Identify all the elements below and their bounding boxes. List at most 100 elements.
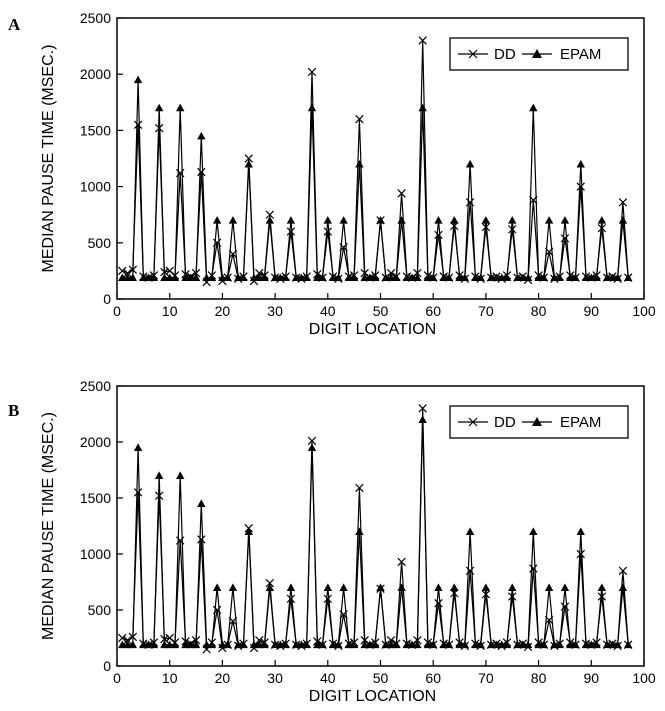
data-point-epam — [165, 273, 174, 282]
data-point-epam — [276, 273, 285, 282]
x-tick-label: 20 — [215, 670, 231, 686]
data-point-epam — [471, 640, 480, 649]
data-point-dd — [418, 36, 427, 45]
data-point-dd — [118, 266, 127, 276]
series-dd — [118, 36, 633, 287]
data-point-epam — [450, 216, 459, 224]
series-epam — [118, 75, 633, 282]
data-point-dd — [244, 154, 253, 163]
data-point-epam — [376, 216, 385, 224]
legend-label-dd: DD — [494, 46, 516, 63]
data-point-epam — [170, 640, 180, 649]
data-point-epam — [318, 640, 327, 649]
series-epam — [118, 415, 633, 649]
data-point-dd — [597, 223, 607, 233]
data-point-epam — [381, 640, 390, 649]
data-point-epam — [497, 273, 506, 282]
data-point-epam — [349, 640, 359, 649]
chart-panel-a: A 0 500 1000 1500 2000 2500 0 10 20 30 40 50 60 70 80 90… — [8, 10, 656, 338]
data-point-epam — [560, 216, 570, 224]
data-point-epam — [144, 640, 153, 649]
data-point-epam — [313, 640, 322, 649]
data-point-epam — [513, 273, 522, 282]
x-tick-label: 10 — [162, 670, 178, 686]
x-tick-label: 10 — [162, 303, 178, 319]
data-point-epam — [523, 640, 533, 649]
data-point-epam — [434, 583, 443, 591]
data-point-epam — [228, 583, 238, 591]
data-point-epam — [486, 640, 496, 649]
panel-label: A — [8, 15, 21, 34]
data-point-epam — [202, 640, 211, 649]
data-point-epam — [581, 640, 591, 649]
data-point-epam — [165, 640, 174, 649]
x-tick-label: 0 — [113, 670, 121, 686]
y-axis-title: MEDIAN PAUSE TIME (MSEC.) — [40, 45, 57, 273]
x-tick-label: 90 — [584, 303, 600, 319]
data-point-epam — [307, 103, 317, 112]
data-point-dd — [123, 636, 132, 645]
data-point-dd — [386, 268, 396, 278]
data-point-dd — [434, 599, 443, 608]
data-point-dd — [508, 225, 517, 234]
data-point-epam — [592, 273, 601, 282]
data-point-epam — [397, 583, 406, 591]
x-tick-label: 80 — [531, 670, 547, 686]
data-point-epam — [212, 216, 222, 224]
data-point-epam — [149, 640, 159, 649]
data-point-epam — [460, 640, 470, 649]
data-point-dd — [434, 230, 443, 240]
y-tick-label: 2500 — [80, 10, 111, 26]
data-point-epam — [429, 640, 438, 649]
data-point-epam — [123, 640, 132, 649]
x-tick-label: 50 — [373, 670, 389, 686]
data-point-epam — [181, 640, 190, 649]
data-point-epam — [613, 640, 622, 649]
data-point-epam — [544, 583, 554, 591]
y-tick-label: 0 — [103, 658, 111, 674]
data-point-epam — [550, 273, 559, 282]
y-tick-label: 2000 — [80, 434, 111, 450]
legend-marker-epam — [532, 417, 542, 426]
legend: DD EPAM — [449, 37, 629, 71]
data-point-epam — [297, 273, 306, 282]
y-tick-label: 1500 — [80, 122, 111, 138]
data-point-epam — [149, 273, 159, 282]
data-point-epam — [186, 273, 195, 282]
data-point-dd — [481, 222, 491, 232]
data-point-epam — [176, 471, 185, 479]
x-tick-label: 0 — [113, 303, 121, 319]
data-point-epam — [371, 640, 380, 649]
data-point-epam — [560, 583, 570, 591]
data-point-dd — [397, 557, 406, 567]
data-point-epam — [465, 527, 475, 535]
data-point-epam — [186, 640, 195, 649]
data-point-dd — [618, 198, 628, 207]
data-point-epam — [597, 583, 607, 591]
data-point-epam — [323, 216, 332, 224]
data-point-epam — [497, 640, 506, 649]
y-tick-label: 2000 — [80, 66, 111, 82]
data-point-epam — [392, 640, 401, 649]
data-point-epam — [291, 640, 301, 649]
data-point-epam — [402, 640, 412, 649]
x-tick-label: 70 — [478, 670, 494, 686]
data-point-epam — [281, 640, 290, 649]
data-point-epam — [339, 583, 348, 591]
data-point-epam — [450, 583, 459, 591]
x-tick-label: 80 — [531, 303, 547, 319]
data-point-epam — [407, 640, 417, 649]
data-point-epam — [270, 273, 280, 282]
data-point-epam — [128, 273, 138, 282]
data-point-epam — [502, 640, 512, 649]
data-point-epam — [455, 273, 464, 282]
data-point-epam — [207, 273, 217, 282]
data-point-dd — [133, 120, 143, 130]
data-point-dd — [265, 210, 275, 219]
data-point-epam — [602, 640, 612, 649]
data-point-epam — [439, 640, 448, 649]
data-point-epam — [297, 640, 306, 649]
data-point-epam — [260, 273, 269, 282]
